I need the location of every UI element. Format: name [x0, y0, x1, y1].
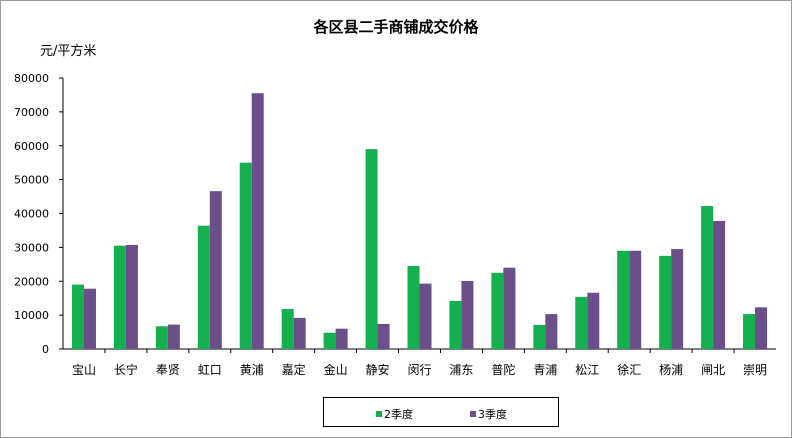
bar-q2: [743, 314, 756, 349]
bar-q2: [449, 300, 462, 349]
y-tick-label: 0: [42, 343, 49, 356]
bar-q2: [491, 272, 504, 349]
bar-q3: [503, 267, 516, 349]
bar-q2: [659, 255, 672, 349]
bar-q2: [323, 332, 336, 349]
legend-label-q3: 3季度: [478, 408, 507, 421]
y-tick-label: 80000: [14, 72, 49, 85]
bar-q2: [155, 326, 168, 349]
x-tick-label: 松江: [575, 363, 599, 377]
bar-q2: [113, 245, 126, 349]
x-tick-label: 奉贤: [156, 363, 180, 377]
x-tick-label: 嘉定: [282, 362, 306, 377]
chart-title: 各区县二手商铺成交价格: [313, 18, 479, 36]
bar-q2: [365, 149, 378, 349]
x-tick-label: 宝山: [72, 363, 96, 377]
x-tick-label: 青浦: [533, 363, 557, 377]
bar-q3: [587, 292, 600, 349]
x-tick-label: 金山: [324, 362, 348, 377]
y-tick-label: 30000: [14, 241, 49, 254]
legend: 2季度 3季度: [323, 397, 559, 427]
x-tick-label: 杨浦: [659, 362, 683, 377]
bar-chart: 0 10000 20000 30000 40000 50000 60000 70000 8000…: [14, 72, 776, 377]
y-tick-label: 10000: [14, 309, 49, 322]
bar-q3: [419, 283, 432, 349]
y-tick-label: 50000: [14, 174, 49, 187]
y-tick-label: 70000: [14, 106, 49, 119]
bar-q2: [197, 225, 210, 349]
x-tick-label: 崇明: [743, 363, 767, 377]
bar-q3: [125, 245, 138, 349]
x-tick-label: 静安: [366, 362, 390, 377]
bar-q3: [293, 317, 306, 349]
x-tick-label: 浦东: [449, 363, 473, 377]
x-tick-label: 虹口: [198, 363, 222, 377]
bar-q2: [533, 324, 546, 349]
bar-q3: [755, 307, 768, 349]
x-tick-label: 闸北: [701, 363, 725, 377]
bar-q3: [461, 280, 474, 349]
bar-q3: [251, 93, 264, 350]
legend-item-q3: 3季度: [470, 406, 507, 422]
x-tick-label: 徐汇: [617, 362, 641, 377]
legend-label-q2: 2季度: [384, 408, 413, 421]
x-tick-label: 黄浦: [240, 363, 264, 377]
x-tick-label: 长宁: [114, 362, 138, 377]
bar-q3: [335, 328, 348, 349]
y-tick-label: 60000: [14, 140, 49, 153]
bar-q3: [671, 249, 684, 349]
bar-q2: [575, 296, 588, 349]
bar-q3: [713, 220, 726, 349]
y-tick-label: 20000: [14, 275, 49, 288]
y-axis-label: 元/平方米: [40, 44, 97, 59]
bar-q3: [83, 288, 96, 349]
x-tick-label: 闵行: [407, 362, 431, 377]
bar-q2: [239, 162, 252, 349]
bar-q2: [617, 250, 630, 349]
y-tick-label: 40000: [14, 208, 49, 221]
bar-q3: [209, 191, 222, 349]
bar-q2: [701, 206, 714, 349]
bar-q3: [167, 324, 180, 349]
x-tick-label: 普陀: [491, 362, 515, 377]
bar-q3: [377, 323, 390, 349]
bar-q3: [629, 250, 642, 349]
bar-q3: [545, 314, 558, 349]
legend-swatch-q3: [470, 411, 476, 417]
bar-q2: [407, 266, 420, 349]
bar-q2: [281, 309, 294, 349]
bar-q2: [71, 284, 84, 349]
legend-swatch-q2: [376, 411, 382, 417]
legend-item-q2: 2季度: [376, 406, 413, 422]
